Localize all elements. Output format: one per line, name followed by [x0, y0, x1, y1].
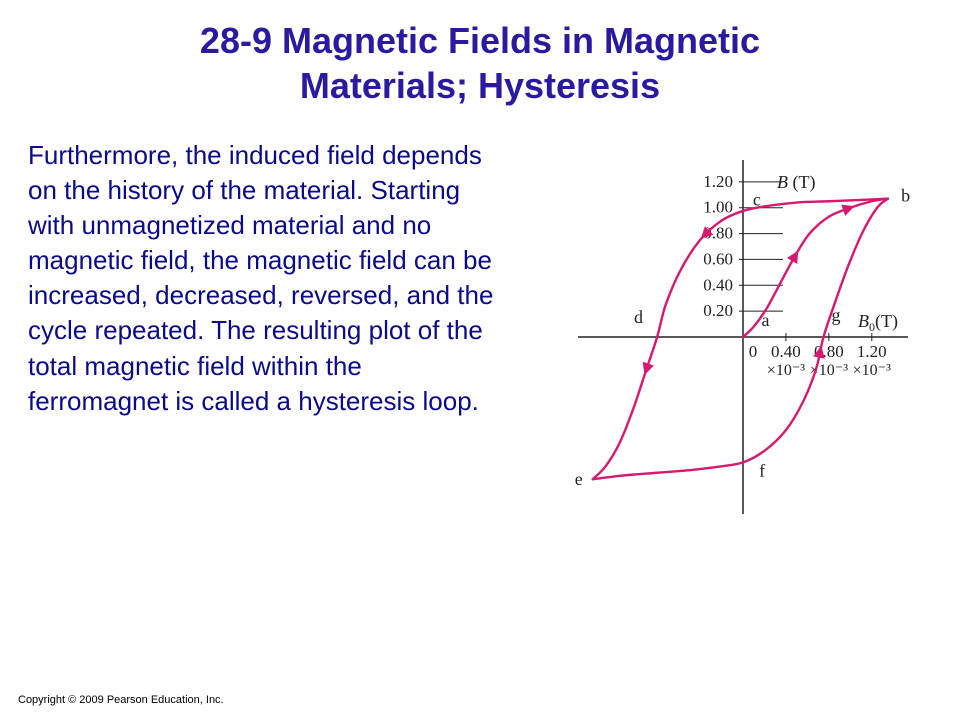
title-line-2: Materials; Hysteresis	[300, 65, 660, 106]
copyright-text: Copyright © 2009 Pearson Education, Inc.	[18, 694, 224, 706]
point-label-c: c	[753, 190, 761, 210]
point-label-b: b	[901, 185, 910, 205]
svg-text:B (T): B (T)	[777, 172, 815, 193]
svg-text:B0(T): B0(T)	[858, 311, 898, 334]
svg-text:0.20: 0.20	[703, 301, 733, 320]
hysteresis-chart-container: 0.200.400.600.801.001.200.40×10⁻³0.80×10…	[508, 138, 940, 578]
svg-text:×10⁻³: ×10⁻³	[767, 362, 805, 379]
hysteresis-chart: 0.200.400.600.801.001.200.40×10⁻³0.80×10…	[514, 138, 934, 578]
title-line-1: 28-9 Magnetic Fields in Magnetic	[200, 20, 760, 61]
svg-text:0.40: 0.40	[703, 275, 733, 294]
svg-text:0: 0	[749, 342, 758, 361]
point-label-g: g	[832, 305, 841, 325]
body-paragraph: Furthermore, the induced field depends o…	[28, 138, 498, 578]
svg-text:0.40: 0.40	[771, 342, 801, 361]
point-label-d: d	[634, 307, 643, 327]
svg-text:1.20: 1.20	[857, 342, 887, 361]
point-label-a: a	[761, 310, 769, 330]
point-label-e: e	[575, 469, 583, 489]
svg-text:1.20: 1.20	[703, 172, 733, 191]
svg-text:1.00: 1.00	[703, 198, 733, 217]
content-row: Furthermore, the induced field depends o…	[0, 138, 960, 578]
svg-text:0.60: 0.60	[703, 249, 733, 268]
point-label-f: f	[759, 460, 765, 480]
page-title: 28-9 Magnetic Fields in Magnetic Materia…	[0, 0, 960, 108]
svg-text:×10⁻³: ×10⁻³	[853, 362, 891, 379]
